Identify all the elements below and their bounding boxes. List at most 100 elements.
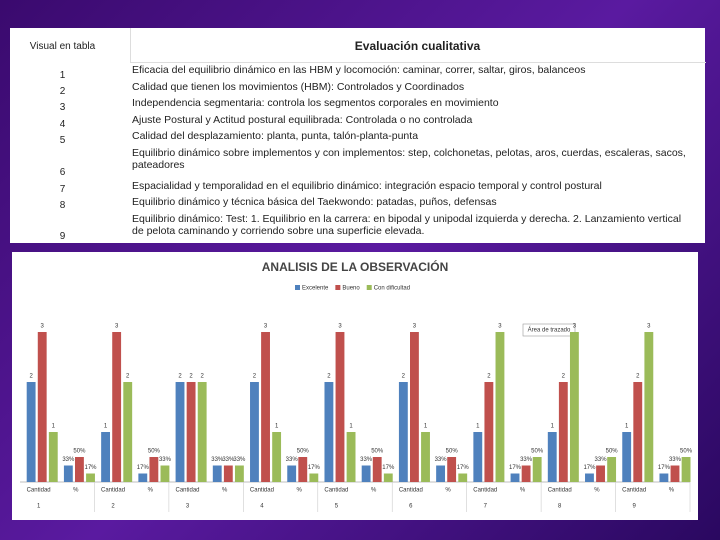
value-label: 2 bbox=[402, 374, 406, 380]
bar bbox=[558, 382, 568, 482]
value-label: 50% bbox=[73, 449, 86, 455]
value-label: 17% bbox=[137, 465, 150, 471]
value-label: 1 bbox=[275, 424, 279, 430]
row-number: 5 bbox=[59, 135, 66, 146]
bar bbox=[447, 457, 457, 482]
value-label: 3 bbox=[264, 324, 268, 330]
value-label: 50% bbox=[606, 449, 619, 455]
value-label: 17% bbox=[658, 465, 671, 471]
value-label: 33% bbox=[435, 457, 448, 463]
bar bbox=[346, 432, 356, 482]
bar bbox=[175, 382, 185, 482]
bar bbox=[547, 432, 557, 482]
legend-swatch bbox=[335, 285, 341, 290]
x-tick-label: Cantidad bbox=[175, 488, 199, 494]
bar bbox=[324, 382, 334, 482]
bar bbox=[160, 465, 170, 482]
bar bbox=[123, 382, 133, 482]
row-text: Espacialidad y temporalidad en el equili… bbox=[132, 180, 602, 192]
value-label: 50% bbox=[446, 449, 459, 455]
bar bbox=[112, 332, 122, 482]
value-label: 2 bbox=[636, 374, 640, 380]
x-tick-label: Cantidad bbox=[27, 488, 51, 494]
value-label: 1 bbox=[424, 424, 428, 430]
tooltip bbox=[522, 323, 576, 337]
value-label: 33% bbox=[222, 457, 235, 463]
value-label: 3 bbox=[338, 324, 342, 330]
value-label: 1 bbox=[476, 424, 480, 430]
value-label: 1 bbox=[52, 424, 56, 430]
value-label: 33% bbox=[62, 457, 75, 463]
value-label: 33% bbox=[669, 457, 682, 463]
x-tick-label: % bbox=[669, 488, 675, 494]
value-label: 33% bbox=[286, 457, 299, 463]
header-cell: Visual en tabla bbox=[29, 41, 96, 52]
value-label: 50% bbox=[148, 449, 161, 455]
bar bbox=[569, 332, 579, 482]
bar bbox=[138, 473, 148, 482]
value-label: 2 bbox=[126, 374, 130, 380]
chart: ANALISIS DE LA OBSERVACIÓN Área de traza… bbox=[12, 252, 698, 520]
legend-swatch bbox=[295, 285, 300, 290]
bar bbox=[670, 465, 680, 482]
row-text: Eficacia del equilibrio dinámico en las … bbox=[132, 64, 586, 76]
bar bbox=[75, 457, 84, 482]
bar bbox=[149, 457, 159, 482]
bar bbox=[335, 332, 345, 482]
x-tick-label: % bbox=[148, 488, 154, 494]
bar bbox=[250, 382, 259, 482]
value-label: 3 bbox=[498, 324, 502, 330]
bar bbox=[86, 473, 95, 482]
bar bbox=[234, 465, 244, 482]
value-label: 17% bbox=[457, 465, 470, 471]
group-label: 9 bbox=[632, 504, 636, 510]
bar bbox=[436, 465, 446, 482]
row-text: Equilibrio dinámico y técnica básica del… bbox=[132, 196, 497, 208]
row-number: 6 bbox=[59, 167, 66, 178]
bar bbox=[521, 465, 531, 482]
value-label: 33% bbox=[159, 457, 172, 463]
bar bbox=[309, 473, 319, 482]
row-number: 9 bbox=[59, 231, 66, 242]
bar bbox=[458, 473, 468, 482]
group-label: 1 bbox=[37, 504, 41, 510]
bar bbox=[622, 432, 632, 482]
bar bbox=[510, 473, 520, 482]
group-label: 5 bbox=[335, 504, 339, 510]
legend-label: Excelente bbox=[302, 286, 329, 292]
x-tick-label: Cantidad bbox=[622, 488, 646, 494]
bar bbox=[63, 465, 73, 482]
bar bbox=[101, 432, 111, 482]
x-tick-label: Cantidad bbox=[548, 488, 572, 494]
bar bbox=[298, 457, 308, 482]
bar bbox=[410, 332, 419, 482]
value-label: 17% bbox=[509, 465, 522, 471]
value-label: 33% bbox=[360, 457, 373, 463]
x-tick-label: % bbox=[222, 488, 228, 494]
value-label: 3 bbox=[647, 324, 651, 330]
value-label: 3 bbox=[413, 324, 417, 330]
bar bbox=[272, 432, 282, 482]
row-text: Independencia segmentaria: controla los … bbox=[132, 97, 499, 109]
bar bbox=[26, 382, 36, 482]
row-number: 7 bbox=[59, 184, 66, 195]
x-tick-label: Cantidad bbox=[101, 488, 125, 494]
x-tick-label: % bbox=[371, 488, 377, 494]
row-number: 2 bbox=[59, 86, 66, 97]
header-box bbox=[130, 28, 706, 63]
bar bbox=[186, 382, 196, 482]
x-tick-label: Cantidad bbox=[473, 488, 497, 494]
bar bbox=[532, 457, 542, 482]
tooltip-text: Área de trazado bbox=[528, 327, 571, 334]
value-label: 3 bbox=[41, 324, 45, 330]
value-label: 50% bbox=[371, 449, 384, 455]
bar bbox=[484, 382, 494, 482]
row-number: 4 bbox=[59, 119, 66, 130]
chart-title: ANALISIS DE LA OBSERVACIÓN bbox=[262, 259, 448, 274]
legend-label: Con dificultad bbox=[374, 286, 410, 292]
x-tick-label: % bbox=[445, 488, 451, 494]
value-label: 3 bbox=[573, 324, 577, 330]
bar bbox=[644, 332, 654, 482]
row-text: Ajuste Postural y Actitud postural equil… bbox=[132, 114, 473, 126]
